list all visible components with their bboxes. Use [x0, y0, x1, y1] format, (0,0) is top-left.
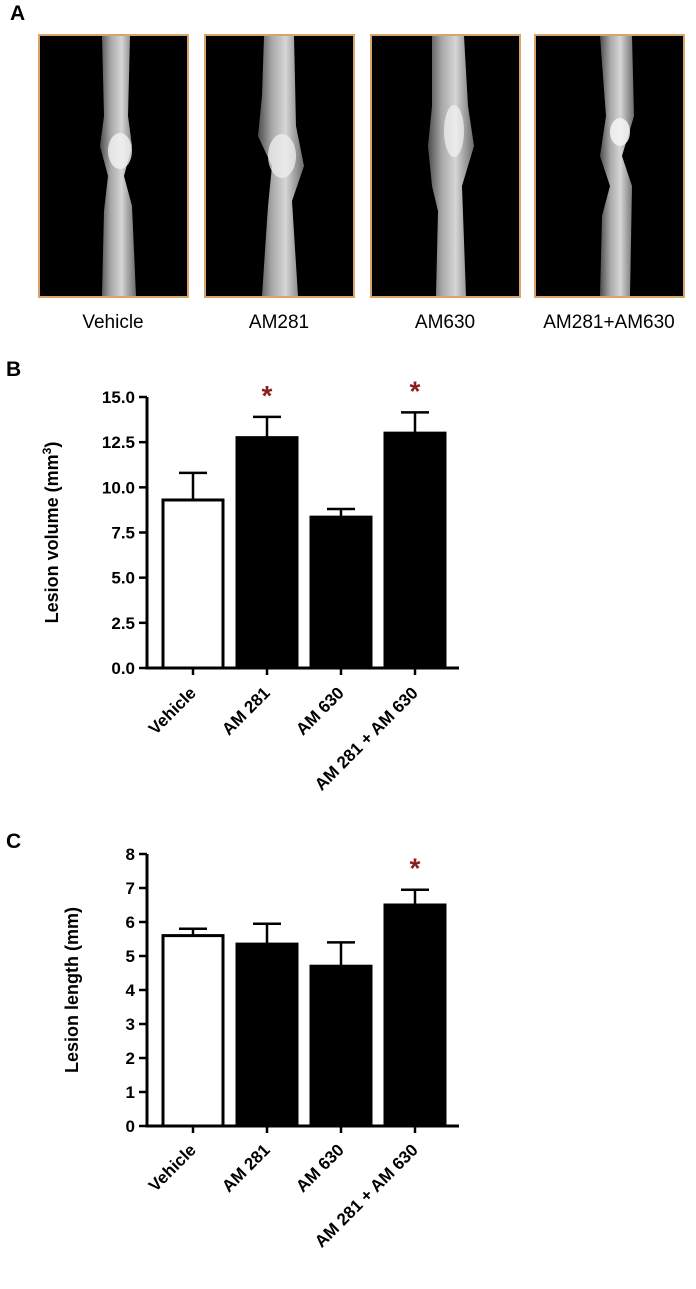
y-tick-label: 0.0: [111, 659, 135, 678]
y-tick-label: 10.0: [102, 478, 135, 497]
x-tick-label: AM 281: [218, 1140, 274, 1196]
bar: [235, 942, 299, 1128]
x-tick-label: AM 281: [218, 683, 274, 739]
y-axis-label-main: Lesion volume (mm: [42, 454, 62, 623]
image-label-am630: AM630: [414, 312, 476, 333]
x-tick-label: AM 630: [292, 1140, 348, 1196]
bar: [309, 964, 373, 1128]
y-tick-label: 5.0: [111, 569, 135, 588]
bar: [161, 498, 225, 670]
bar: [383, 431, 447, 670]
significance-marker: *: [410, 853, 421, 884]
y-tick-label: 8: [126, 845, 135, 864]
y-tick-label: 7.5: [111, 524, 135, 543]
lesion-volume-chart: 0.0 2.5 5.0 7.5 10.0 12.5 15.0 Lesion volume (m…: [40, 375, 459, 794]
y-tick-label: 12.5: [102, 433, 135, 452]
y-axis-label-sup: 3: [40, 447, 54, 454]
lesion-length-chart: 0 1 2 3 4 5 6 7 8 Lesion length (mm) Vehicle AM 281…: [62, 845, 459, 1251]
y-tick-label: 2.5: [111, 614, 135, 633]
bar: [383, 903, 447, 1128]
y-tick-label: 6: [126, 913, 135, 932]
bar: [161, 934, 225, 1128]
mri-image-am281: [204, 34, 355, 298]
significance-marker: *: [410, 375, 421, 406]
x-tick-label: Vehicle: [145, 683, 200, 738]
y-tick-label: 2: [126, 1049, 135, 1068]
image-label-am281-am630: AM281+AM630: [543, 312, 675, 333]
panel-b-letter: B: [6, 358, 22, 381]
significance-marker: *: [262, 380, 273, 411]
bar: [235, 436, 299, 670]
y-axis-label: Lesion volume (mm3): [40, 442, 62, 624]
panel-c-letter: C: [6, 830, 22, 853]
mri-image-am630: [370, 34, 521, 298]
y-tick-label: 7: [126, 879, 135, 898]
y-tick-label: 4: [126, 981, 136, 1000]
y-tick-label: 15.0: [102, 388, 135, 407]
y-axis-label: Lesion length (mm): [62, 907, 82, 1073]
y-tick-label: 3: [126, 1015, 135, 1034]
y-tick-label: 0: [126, 1117, 135, 1136]
y-tick-label: 1: [126, 1083, 135, 1102]
y-axis-label-main: Lesion length (mm): [62, 907, 82, 1073]
y-axis-label-tail: ): [42, 442, 62, 448]
mri-image-am281-am630: [534, 34, 685, 298]
bar: [309, 515, 373, 670]
panel-a-letter: A: [10, 2, 26, 25]
x-tick-label: AM 630: [292, 683, 348, 739]
image-label-vehicle: Vehicle: [82, 312, 144, 333]
image-label-am281: AM281: [248, 312, 310, 333]
y-tick-label: 5: [126, 947, 135, 966]
mri-image-vehicle: [38, 34, 189, 298]
x-tick-label: Vehicle: [145, 1140, 200, 1195]
